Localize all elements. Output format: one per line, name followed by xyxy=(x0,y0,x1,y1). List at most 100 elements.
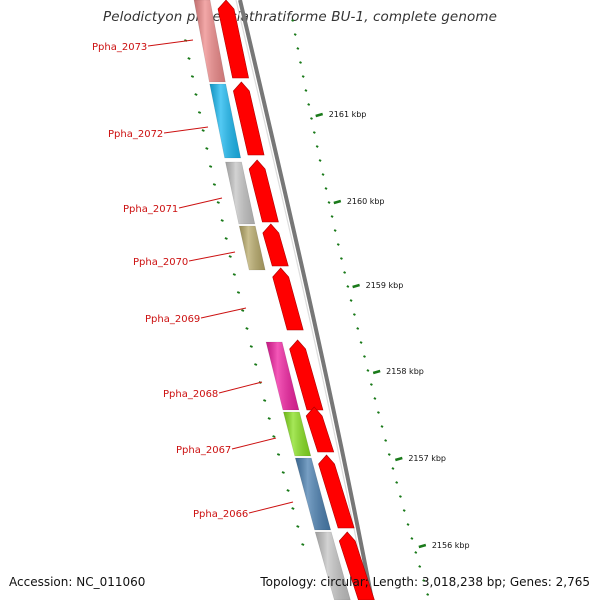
gene-label-leader xyxy=(188,251,236,262)
inner-tick xyxy=(254,363,258,366)
scale-minor-tick xyxy=(352,313,356,316)
gene-label-leader xyxy=(147,39,194,47)
scale-minor-tick xyxy=(346,285,350,288)
inner-tick xyxy=(190,75,195,78)
scale-tick-label: 2160 kbp xyxy=(347,197,385,206)
gene-arrow xyxy=(318,454,355,529)
scale-minor-tick xyxy=(406,523,410,526)
scale-minor-tick xyxy=(336,243,340,246)
scale-major-tick xyxy=(418,543,427,549)
scale-minor-tick xyxy=(291,19,295,22)
gene-label: Ppha_2070 xyxy=(133,257,188,268)
inner-tick xyxy=(208,165,213,168)
inner-tick xyxy=(281,471,285,474)
gene-label: Ppha_2071 xyxy=(123,204,178,215)
inner-tick xyxy=(249,345,253,348)
scale-minor-tick xyxy=(318,159,322,162)
scale-minor-tick xyxy=(380,425,384,428)
inner-tick xyxy=(263,399,267,402)
gene-arrow xyxy=(248,159,279,223)
inner-tick xyxy=(272,435,276,438)
gene-label-leader xyxy=(200,307,247,319)
scale-minor-tick xyxy=(422,579,426,582)
scale-minor-tick xyxy=(321,173,325,176)
gene-label: Ppha_2073 xyxy=(92,42,147,53)
gene-label: Ppha_2068 xyxy=(163,389,218,400)
scale-minor-tick xyxy=(296,47,300,50)
gene-arrow xyxy=(338,531,375,600)
scale-major-tick xyxy=(333,199,342,205)
inner-tick xyxy=(232,273,236,276)
gene-label: Ppha_2072 xyxy=(108,129,163,140)
gene-block-shading xyxy=(239,226,266,270)
scale-minor-tick xyxy=(333,229,337,232)
inner-tick xyxy=(205,147,209,150)
scale-tick-label: 2159 kbp xyxy=(366,281,404,290)
scale-tick-label: 2161 kbp xyxy=(329,110,367,119)
inner-tick xyxy=(220,219,224,222)
scale-minor-tick xyxy=(376,411,380,414)
scale-minor-tick xyxy=(373,397,377,400)
inner-tick xyxy=(236,291,241,294)
scale-minor-tick xyxy=(304,89,308,92)
scale-minor-tick xyxy=(398,495,402,498)
scale-major-tick xyxy=(315,112,324,118)
inner-tick xyxy=(296,525,300,528)
scale-minor-tick xyxy=(414,551,418,554)
scale-minor-tick xyxy=(315,145,319,148)
gene-block-shading xyxy=(283,412,311,456)
scale-minor-tick xyxy=(327,201,331,204)
gene-label-leader xyxy=(163,126,209,134)
scale-major-tick xyxy=(372,369,381,375)
inner-tick xyxy=(201,129,205,132)
scale-minor-tick xyxy=(301,75,305,78)
scale-minor-tick xyxy=(366,369,370,372)
inner-tick xyxy=(276,453,281,456)
gene-label: Ppha_2066 xyxy=(193,509,248,520)
gene-arrow xyxy=(305,406,335,453)
scale-minor-tick xyxy=(343,271,347,274)
scale-minor-tick xyxy=(359,341,363,344)
inner-tick xyxy=(267,417,271,420)
inner-tick xyxy=(301,543,305,546)
scale-minor-tick xyxy=(363,355,366,358)
scale-minor-tick xyxy=(293,33,297,36)
scale-minor-tick xyxy=(324,187,328,190)
scale-minor-tick xyxy=(410,537,414,540)
gene-arrow xyxy=(272,267,304,331)
scale-minor-tick xyxy=(391,467,395,470)
scale-minor-tick xyxy=(418,565,422,568)
gene-label: Ppha_2067 xyxy=(176,445,231,456)
scale-minor-tick xyxy=(349,299,353,302)
inner-tick xyxy=(197,111,202,114)
gene-block-shading xyxy=(209,84,241,158)
inner-tick xyxy=(194,93,198,96)
scale-minor-tick xyxy=(356,327,360,330)
inner-tick xyxy=(224,237,228,240)
scale-minor-tick xyxy=(312,131,316,134)
inner-tick xyxy=(212,183,217,186)
scale-minor-tick xyxy=(299,61,302,64)
scale-minor-tick xyxy=(307,103,311,106)
inner-tick xyxy=(286,489,290,492)
gene-block-shading xyxy=(266,342,299,410)
gene-block-shading xyxy=(295,458,331,530)
scale-minor-tick xyxy=(369,383,373,386)
gene-block-shading xyxy=(315,532,351,600)
scale-minor-tick xyxy=(402,509,406,512)
inner-tick xyxy=(245,327,249,330)
scale-minor-tick xyxy=(310,117,313,120)
scale-major-tick xyxy=(394,456,403,462)
gene-arrow xyxy=(233,81,265,156)
genome-summary-text: Topology: circular; Length: 3,018,238 bp… xyxy=(260,575,590,589)
backbone-highlight xyxy=(235,0,369,600)
gene-arrow xyxy=(217,0,249,79)
scale-minor-tick xyxy=(339,257,343,260)
scale-minor-tick xyxy=(330,215,334,218)
gene-block-shading xyxy=(225,162,255,224)
backbone-line xyxy=(238,0,374,600)
inner-tick xyxy=(241,309,245,312)
accession-text: Accession: NC_011060 xyxy=(9,575,146,589)
